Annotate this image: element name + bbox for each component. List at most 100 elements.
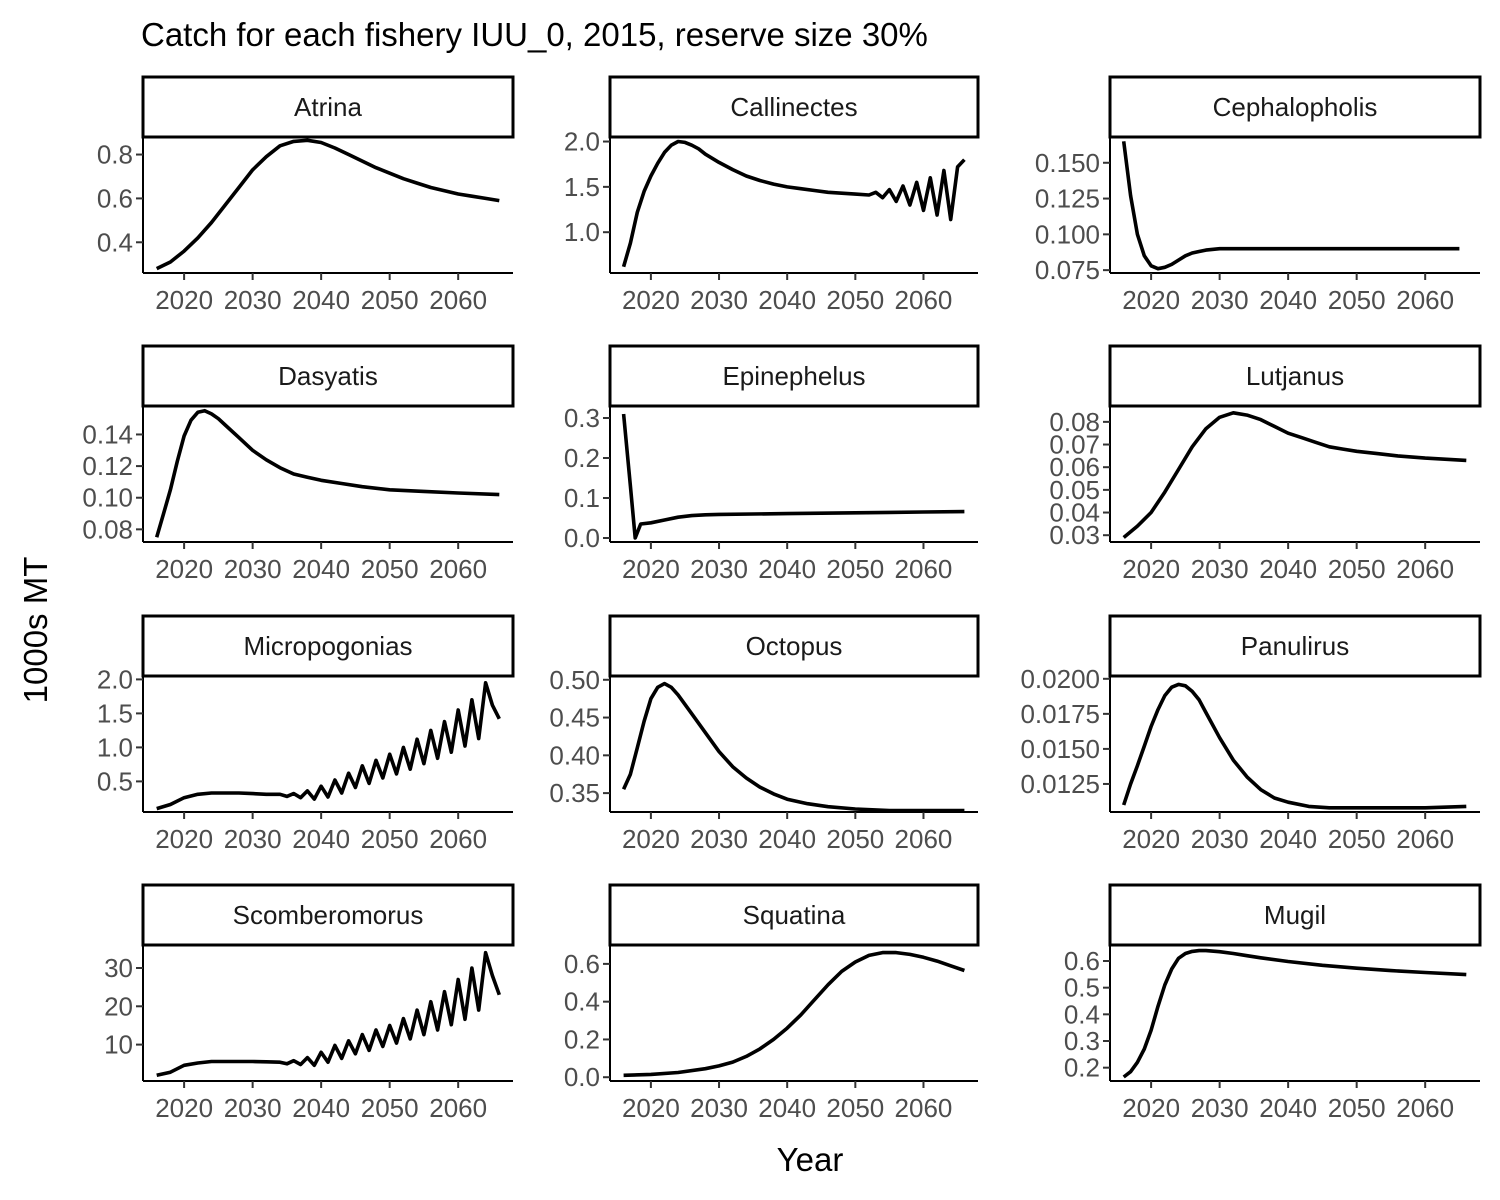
x-tick-label-mugil: 2050: [1328, 1093, 1386, 1123]
x-tick-label-lutjanus: 2030: [1191, 554, 1249, 584]
x-tick-label-micropogonias: 2030: [224, 824, 282, 854]
y-tick-label-epinephelus: 0.3: [564, 403, 600, 433]
y-tick-label-mugil: 0.3: [1064, 1026, 1100, 1056]
x-tick-label-mugil: 2030: [1191, 1093, 1249, 1123]
x-tick-label-scomberomorus: 2030: [224, 1093, 282, 1123]
y-tick-label-squatina: 0.4: [564, 987, 600, 1017]
strip-box-lutjanus: [1108, 344, 1482, 408]
x-tick-label-epinephelus: 2060: [895, 554, 953, 584]
x-tick-label-squatina: 2060: [895, 1093, 953, 1123]
x-tick-label-micropogonias: 2020: [155, 824, 213, 854]
y-tick-label-mugil: 0.5: [1064, 973, 1100, 1003]
x-tick-label-epinephelus: 2050: [826, 554, 884, 584]
x-tick-label-panulirus: 2060: [1396, 824, 1454, 854]
y-tick-label-callinectes: 2.0: [564, 127, 600, 157]
x-tick-label-callinectes: 2030: [690, 285, 748, 315]
strip-box-squatina: [608, 883, 980, 947]
x-tick-label-atrina: 2020: [155, 285, 213, 315]
strip-box-epinephelus: [608, 344, 980, 408]
x-tick-label-squatina: 2030: [690, 1093, 748, 1123]
strip-label-atrina: Atrina: [294, 92, 362, 122]
chart-title: Catch for each fishery IUU_0, 2015, rese…: [141, 16, 928, 53]
y-tick-label-micropogonias: 1.5: [97, 698, 133, 728]
series-line-micropogonias: [156, 680, 501, 811]
x-tick-label-micropogonias: 2050: [361, 824, 419, 854]
y-tick-label-lutjanus: 0.03: [1049, 520, 1100, 550]
x-tick-label-micropogonias: 2040: [292, 824, 350, 854]
y-tick-label-scomberomorus: 10: [104, 1030, 133, 1060]
x-tick-label-epinephelus: 2030: [690, 554, 748, 584]
y-tick-label-atrina: 0.6: [97, 183, 133, 213]
x-tick-label-atrina: 2060: [429, 285, 487, 315]
x-tick-label-scomberomorus: 2060: [429, 1093, 487, 1123]
panel-dasyatis: Dasyatis 0.080.100.120.14 2020 2030 2040 2050…: [82, 344, 515, 584]
strip-box-micropogonias: [141, 614, 515, 678]
strip-box-panulirus: [1108, 614, 1482, 678]
x-tick-label-dasyatis: 2060: [429, 554, 487, 584]
strip-label-micropogonias: Micropogonias: [243, 631, 412, 661]
series-line-cephalopholis: [1121, 141, 1460, 271]
y-tick-label-panulirus: 0.0175: [1020, 699, 1100, 729]
x-tick-label-epinephelus: 2040: [758, 554, 816, 584]
x-tick-label-mugil: 2020: [1122, 1093, 1180, 1123]
y-tick-label-lutjanus: 0.08: [1049, 407, 1100, 437]
y-tick-label-atrina: 0.4: [97, 227, 133, 257]
y-tick-label-lutjanus: 0.05: [1049, 475, 1100, 505]
panel-atrina: Atrina 0.4 0.6 0.8 2020 2030 2040 2050 2060: [97, 75, 515, 315]
x-tick-label-cephalopholis: 2050: [1328, 285, 1386, 315]
x-tick-label-dasyatis: 2020: [155, 554, 213, 584]
panel-cephalopholis: Cephalopholis 0.075 0.100 0.125 0.150 2020 203…: [1035, 75, 1482, 315]
x-tick-label-octopus: 2040: [758, 824, 816, 854]
x-tick-label-scomberomorus: 2050: [361, 1093, 419, 1123]
y-tick-label-epinephelus: 0.2: [564, 443, 600, 473]
x-tick-label-atrina: 2050: [361, 285, 419, 315]
y-tick-label-callinectes: 1.5: [564, 172, 600, 202]
x-tick-label-epinephelus: 2020: [622, 554, 680, 584]
x-tick-label-panulirus: 2040: [1259, 824, 1317, 854]
y-tick-label-mugil: 0.2: [1064, 1053, 1100, 1083]
y-tick-label-panulirus: 0.0150: [1020, 734, 1100, 764]
x-tick-label-callinectes: 2020: [622, 285, 680, 315]
y-tick-label-squatina: 0.6: [564, 949, 600, 979]
y-tick-label-mugil: 0.6: [1064, 946, 1100, 976]
y-tick-label-micropogonias: 1.0: [97, 732, 133, 762]
x-tick-label-dasyatis: 2040: [292, 554, 350, 584]
y-tick-label-epinephelus: 0.0: [564, 523, 600, 553]
y-tick-label-epinephelus: 0.1: [564, 483, 600, 513]
strip-box-octopus: [608, 614, 980, 678]
x-tick-label-callinectes: 2060: [895, 285, 953, 315]
x-tick-label-squatina: 2020: [622, 1093, 680, 1123]
y-tick-label-cephalopholis: 0.075: [1035, 255, 1100, 285]
panel-octopus: Octopus 0.35 0.40 0.45 0.50 2020 2030 2040 2050 2…: [549, 614, 980, 854]
x-tick-label-cephalopholis: 2040: [1259, 285, 1317, 315]
x-tick-label-lutjanus: 2040: [1259, 554, 1317, 584]
x-tick-label-squatina: 2050: [826, 1093, 884, 1123]
series-line-callinectes: [621, 139, 966, 268]
series-line-dasyatis: [154, 408, 500, 538]
panel-epinephelus: Epinephelus 0.0 0.1 0.2 0.3 2020 2030 2040 2050 2…: [564, 344, 980, 584]
x-tick-label-callinectes: 2040: [758, 285, 816, 315]
strip-box-atrina: [141, 75, 515, 139]
x-tick-label-squatina: 2040: [758, 1093, 816, 1123]
x-tick-label-lutjanus: 2060: [1396, 554, 1454, 584]
y-tick-label-octopus: 0.50: [549, 665, 600, 695]
y-tick-label-octopus: 0.45: [549, 703, 600, 733]
strip-label-squatina: Squatina: [743, 900, 846, 930]
y-tick-label-cephalopholis: 0.125: [1035, 184, 1100, 214]
series-line-lutjanus: [1122, 410, 1467, 539]
x-tick-label-dasyatis: 2030: [224, 554, 282, 584]
panel-lutjanus: Lutjanus 0.030.040.050.060.070.08 2020 2030…: [1049, 344, 1482, 584]
strip-label-epinephelus: Epinephelus: [722, 361, 865, 391]
series-line-scomberomorus: [156, 950, 501, 1078]
y-axis-title: 1000s MT: [17, 557, 54, 704]
y-tick-label-dasyatis: 0.10: [82, 483, 133, 513]
x-tick-label-dasyatis: 2050: [361, 554, 419, 584]
panel-squatina: Squatina 0.0 0.2 0.4 0.6 2020 2030 2040 2050 2060: [564, 883, 980, 1123]
y-tick-label-scomberomorus: 30: [104, 953, 133, 983]
x-tick-label-octopus: 2050: [826, 824, 884, 854]
series-line-panulirus: [1121, 682, 1467, 810]
x-tick-label-panulirus: 2030: [1191, 824, 1249, 854]
